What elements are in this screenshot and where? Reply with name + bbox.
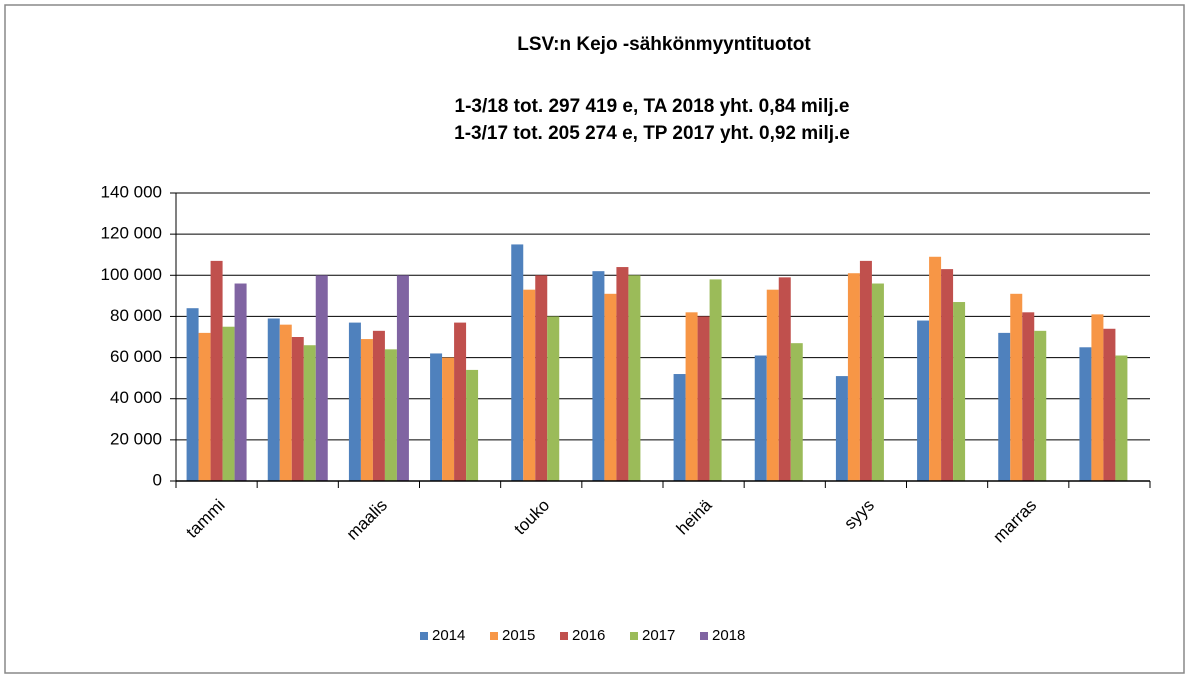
bar [315,275,328,481]
bar [384,349,397,481]
bar [835,376,848,481]
bar [1091,314,1104,481]
bar [291,337,304,481]
y-tick-label: 140 000 [101,182,162,201]
legend-swatch [560,632,568,640]
y-tick-label: 120 000 [101,224,162,243]
legend-swatch [490,632,498,640]
bar [929,256,942,481]
bar [430,353,443,481]
bar [859,260,872,481]
bar [766,289,779,481]
bar [222,326,235,481]
bar [709,279,722,481]
bar [535,275,548,481]
bar [186,308,199,481]
bar [1034,330,1047,481]
bar [210,260,223,481]
bar [348,322,361,481]
y-tick-label: 20 000 [110,429,162,448]
chart-subtitle: 1-3/18 tot. 297 419 e, TA 2018 yht. 0,84… [455,96,850,117]
legend-swatch [420,632,428,640]
bar [953,302,966,481]
bar [442,357,455,481]
legend-swatch [630,632,638,640]
bar [511,244,524,481]
bar [466,369,479,481]
bar [1079,347,1092,481]
legend-swatch [700,632,708,640]
bar [1022,312,1035,481]
bar [1010,293,1023,481]
bar [604,293,617,481]
bar [198,332,211,481]
bar [941,269,954,481]
bar [685,312,698,481]
y-tick-label: 40 000 [110,388,162,407]
bar [673,374,686,481]
y-tick-label: 80 000 [110,306,162,325]
bar [454,322,467,481]
bar [917,320,930,481]
legend-label: 2018 [712,627,745,644]
bar [234,283,247,481]
bar [847,273,860,481]
bar [1115,355,1128,481]
bar [1103,328,1116,481]
chart-title: LSV:n Kejo -sähkönmyyntituotot [517,34,811,55]
bar [628,275,641,481]
bar [360,339,373,481]
bar [396,275,409,481]
y-tick-label: 100 000 [101,265,162,284]
bar [790,343,803,481]
bar [592,271,605,481]
bar [778,277,791,481]
bar [279,324,292,481]
bar [998,332,1011,481]
bar [616,267,629,481]
legend-label: 2014 [432,627,465,644]
y-tick-label: 60 000 [110,347,162,366]
legend-label: 2016 [572,627,605,644]
bar [871,283,884,481]
legend-label: 2015 [502,627,535,644]
chart-subtitle: 1-3/17 tot. 205 274 e, TP 2017 yht. 0,92… [454,123,850,144]
bar [697,316,710,481]
bar [303,345,316,481]
bar [547,316,560,481]
bar [267,318,280,481]
bar [523,289,536,481]
bar [372,330,385,481]
legend-label: 2017 [642,627,675,644]
y-tick-label: 0 [153,470,162,489]
bar [754,355,767,481]
